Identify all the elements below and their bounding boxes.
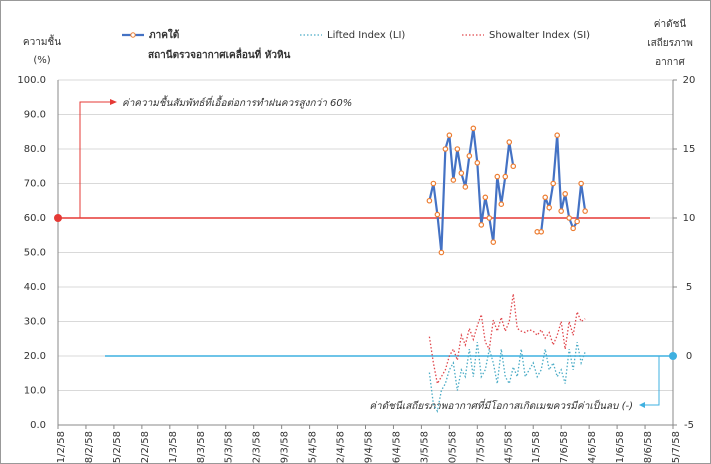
marker (582, 208, 588, 214)
marker (486, 215, 493, 221)
legend-marker (130, 32, 136, 38)
x-tick-label: 29/3/58 (280, 431, 291, 464)
annotation-arrow (79, 101, 112, 218)
marker (458, 170, 465, 176)
x-tick-label: 1/2/58 (56, 431, 67, 463)
y-tick-label: 0.0 (30, 420, 46, 431)
arrow-head (639, 402, 645, 408)
y-tick-label: 80.0 (24, 144, 46, 155)
x-tick-label: 8/2/58 (84, 431, 95, 463)
x-tick-label: 28/6/58 (643, 431, 654, 464)
x-tick-label: 22/2/58 (140, 431, 151, 464)
marker (546, 204, 553, 211)
marker (506, 139, 513, 145)
x-tick-label: 22/3/58 (252, 431, 263, 464)
marker (462, 184, 469, 190)
arrow-head (110, 99, 117, 105)
marker (446, 132, 453, 139)
x-tick-label: 1/3/58 (168, 431, 179, 463)
marker (562, 191, 568, 197)
marker (538, 229, 545, 235)
x-tick-label: 5/7/58 (671, 431, 682, 463)
marker (502, 173, 509, 180)
marker (498, 201, 505, 208)
marker (454, 146, 461, 152)
y-tick-label: 40.0 (24, 282, 46, 293)
y-tick-label: 90.0 (24, 110, 46, 121)
y-tick-label: 60.0 (24, 213, 46, 224)
annotation: ค่าดัชนีเสถียรภาพอากาศที่มีโอกาสเกิดเมฆค… (369, 398, 633, 412)
annotation: ค่าความชื้นสัมพัทธ์ที่เอื้อต่อการทำฝนควร… (122, 95, 352, 109)
marker (574, 218, 580, 225)
y2-tick-label: 0 (686, 351, 692, 362)
marker (550, 180, 556, 187)
marker (442, 146, 449, 152)
marker (466, 153, 473, 159)
x-tick-label: 12/4/58 (336, 431, 347, 464)
marker (470, 125, 477, 132)
x-tick-label: 19/4/58 (364, 431, 375, 464)
legend-label: ภาคใต้ (149, 28, 179, 41)
x-tick-label: 8/3/58 (196, 431, 207, 463)
x-tick-label: 31/5/58 (531, 431, 542, 464)
marker (510, 163, 517, 170)
marker (450, 177, 457, 183)
x-tick-label: 14/6/58 (587, 431, 598, 464)
legend-label: Showalter Index (SI) (489, 30, 590, 41)
marker (430, 180, 437, 187)
marker (494, 173, 501, 180)
y-axis-title: ความชื้น (23, 34, 61, 48)
x-tick-label: 17/5/58 (475, 431, 486, 464)
y2-axis-title: เสถียรภาพ (647, 37, 693, 49)
y-tick-label: 20.0 (24, 351, 46, 362)
marker (438, 249, 445, 256)
legend-label: Lifted Index (LI) (327, 30, 405, 41)
marker (478, 222, 485, 228)
y2-tick-label: 15 (683, 144, 696, 155)
y2-tick-label: 10 (683, 213, 696, 224)
y-tick-label: 10.0 (24, 386, 46, 397)
y-tick-label: 100.0 (17, 75, 46, 86)
y2-axis-title: ค่าดัชนี (654, 18, 687, 30)
y-tick-label: 30.0 (24, 317, 46, 328)
marker (426, 197, 433, 204)
marker (558, 208, 564, 214)
marker (490, 239, 497, 245)
x-tick-label: 7/6/58 (559, 431, 570, 463)
series-line (428, 293, 586, 386)
y2-tick-label: 5 (686, 282, 692, 293)
x-tick-label: 15/2/58 (112, 431, 123, 464)
x-tick-label: 5/4/58 (308, 431, 319, 463)
marker (542, 194, 549, 201)
x-tick-label: 26/4/58 (391, 431, 402, 464)
x-tick-label: 15/3/58 (224, 431, 235, 464)
marker (566, 215, 572, 221)
marker (434, 211, 441, 218)
series-line (428, 342, 586, 414)
x-tick-label: 10/5/58 (447, 431, 458, 464)
y2-tick-label: -5 (684, 420, 694, 431)
y-tick-label: 50.0 (24, 248, 46, 259)
x-tick-label: 24/5/58 (503, 431, 514, 464)
y-tick-label: 70.0 (24, 179, 46, 190)
x-tick-label: 3/5/58 (419, 431, 430, 463)
marker (482, 194, 489, 201)
y2-tick-label: 20 (683, 75, 696, 86)
chart-title: สถานีตรวจอากาศเคลื่อนที่ หัวหิน (148, 47, 291, 61)
x-tick-label: 21/6/58 (615, 431, 626, 464)
y2-axis-title: อากาศ (655, 57, 685, 68)
threshold-dot (54, 214, 62, 222)
marker (474, 160, 481, 166)
y-axis-title: (%) (33, 55, 50, 66)
annotation-arrow (643, 355, 673, 406)
marker (570, 225, 576, 232)
marker (554, 132, 560, 139)
marker (578, 180, 584, 187)
